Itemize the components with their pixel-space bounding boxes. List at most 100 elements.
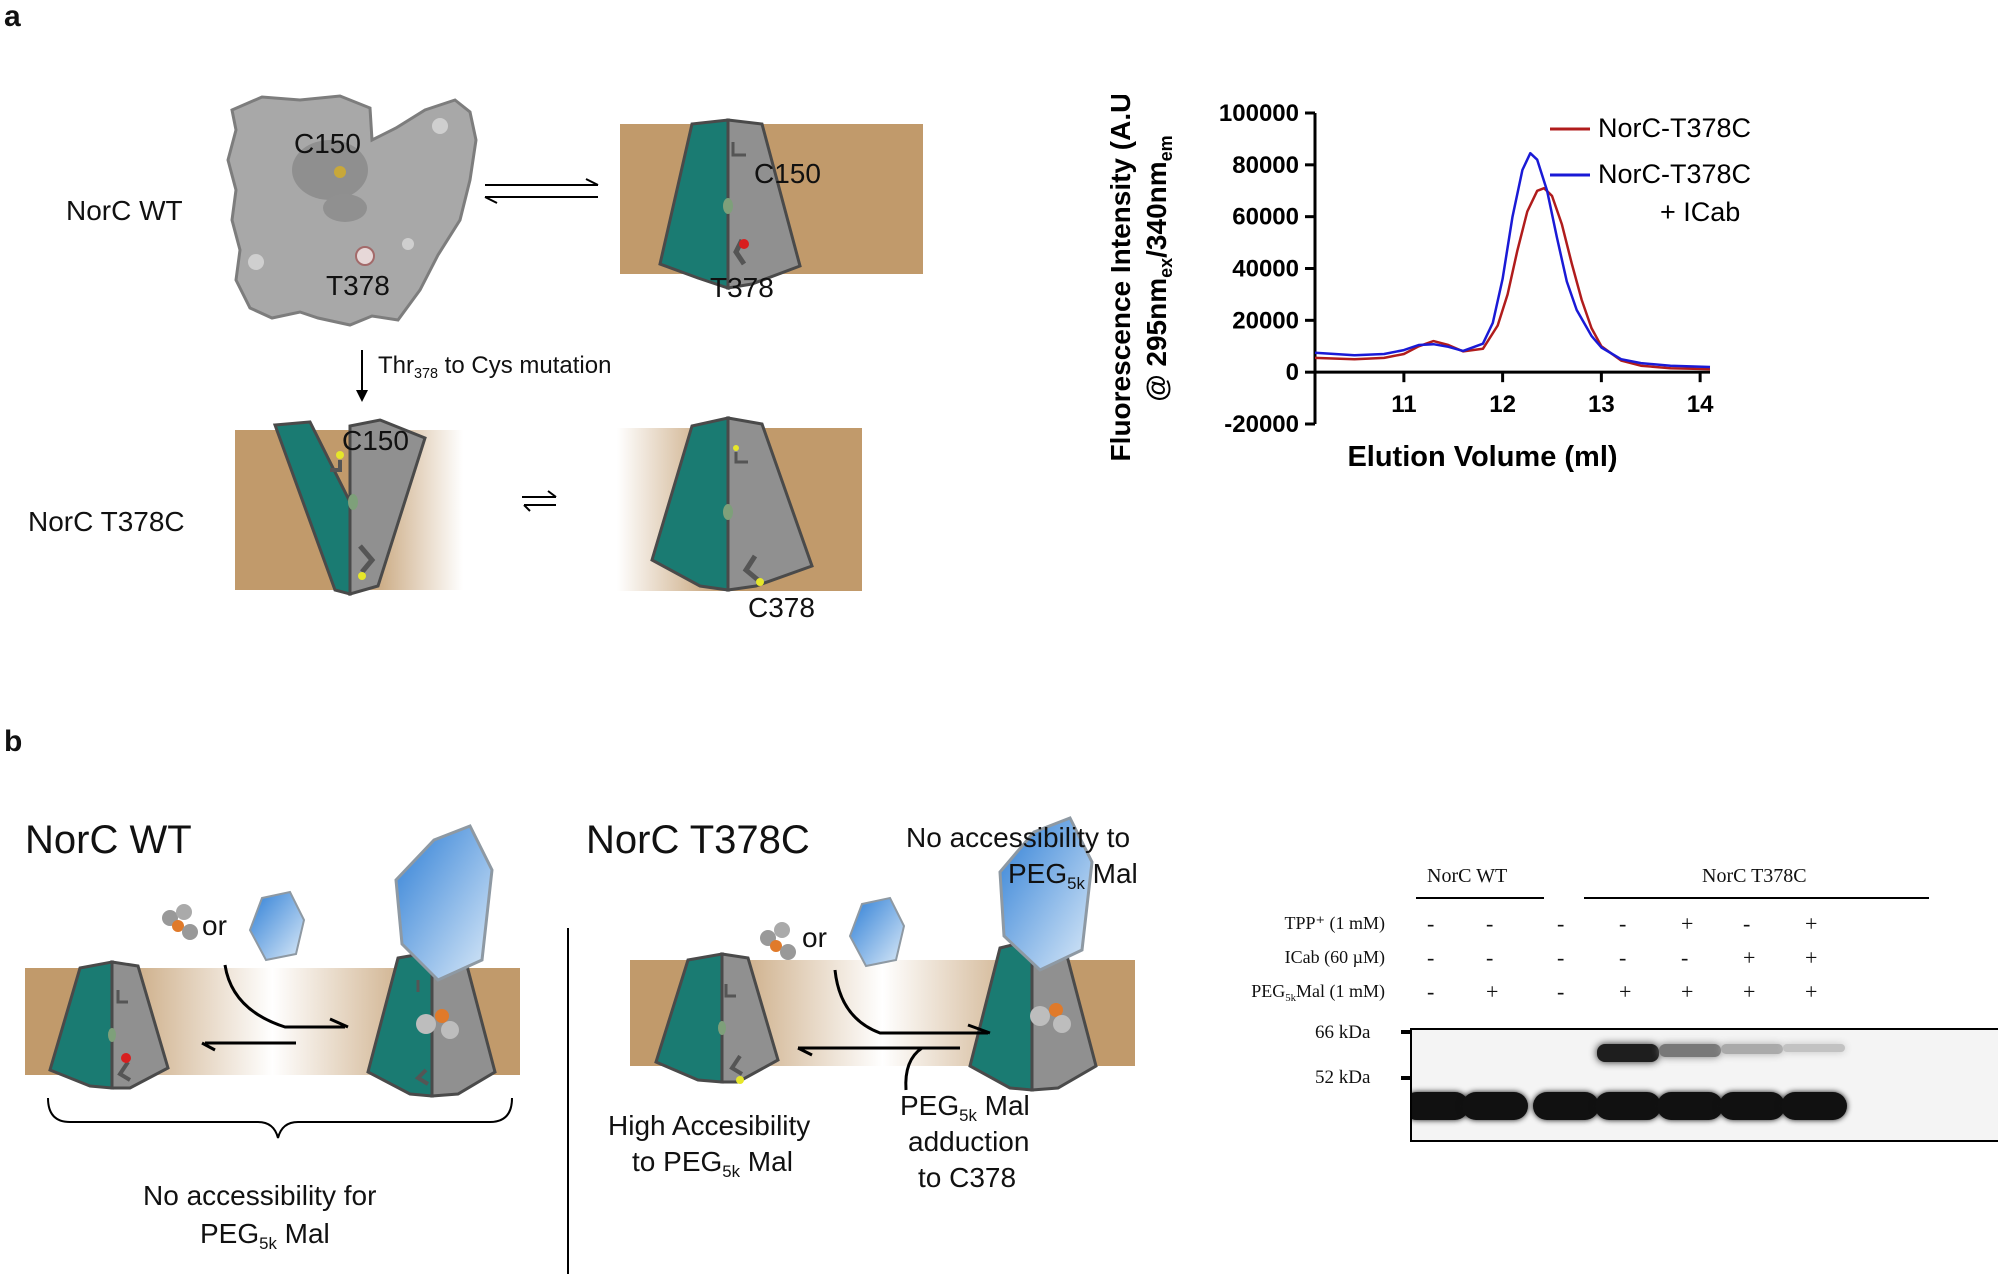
- y-tick-label: 40000: [1232, 256, 1299, 283]
- gel-band-lower: [1719, 1092, 1785, 1120]
- label-t378-top-right: T378: [710, 272, 774, 303]
- transporter-t378c-left: [235, 418, 463, 596]
- gel-band-upper: [1783, 1044, 1845, 1053]
- mutation-arrow: [356, 350, 368, 402]
- chart-axes: -20000 0 20000 40000 60000 80000 100000 11 12 13 1…: [1105, 95, 1714, 473]
- gel-sign: +: [1805, 979, 1818, 1004]
- icab-small-wt: [248, 890, 306, 962]
- label-norc-t378c: NorC T378C: [28, 506, 185, 537]
- surface-structure: [226, 94, 478, 327]
- gel-sign: +: [1681, 911, 1694, 936]
- label-mutation: Thr378 to Cys mutation: [378, 352, 612, 383]
- label-or-wt: or: [202, 910, 227, 941]
- title-norc-t378c: NorC T378C: [586, 818, 810, 862]
- marker-52-tick: [1401, 1076, 1413, 1080]
- gel-image: [1410, 1028, 1998, 1142]
- title-norc-wt: NorC WT: [25, 818, 192, 862]
- gel-band-upper: [1659, 1044, 1721, 1057]
- sec-chart: -20000 0 20000 40000 60000 80000 100000 11 12 13 1…: [1105, 95, 1750, 473]
- legend-label-1: NorC-T378C: [1598, 113, 1750, 143]
- y-axis-label-line1: Fluorescence Intensity (A.U.): [1105, 95, 1136, 461]
- gel-sign: +: [1743, 945, 1756, 970]
- y-axis-label-line2: @ 295nmex/340nmem: [1141, 135, 1176, 401]
- gel-band-upper: [1721, 1044, 1783, 1054]
- label-norc-wt: NorC WT: [66, 195, 183, 226]
- gel-band-upper: [1597, 1044, 1659, 1062]
- gel-sign: -: [1619, 911, 1627, 936]
- gel-sign: +: [1805, 945, 1818, 970]
- gel-row-label: PEG5kMal (1 mM): [1251, 981, 1385, 1004]
- gel-sign: -: [1427, 979, 1435, 1004]
- marker-66-tick: [1401, 1030, 1413, 1034]
- tpp-ligand-mut: [760, 922, 796, 960]
- gel-sign: +: [1805, 911, 1818, 936]
- gel-row-label: TPP⁺ (1 mM): [1284, 913, 1385, 933]
- text-to-peg: to PEG5k Mal: [632, 1146, 793, 1181]
- label-c150-top-right: C150: [754, 158, 821, 189]
- gel-band-lower: [1781, 1092, 1847, 1120]
- western-blot-panel: NorC WT NorC T378C TPP⁺ (1 mM) - - - - + - + ICa…: [1230, 855, 1998, 1155]
- text-no-access-for: No accessibility for: [143, 1180, 377, 1211]
- x-tick-label: 12: [1489, 391, 1516, 418]
- y-tick-label: -20000: [1224, 411, 1299, 438]
- equilibrium-mut: [797, 969, 991, 1091]
- text-no-access-to: No accessibility to: [906, 822, 1131, 853]
- label-c150-bottom: C150: [342, 425, 409, 456]
- chart-lines: [1314, 151, 1711, 371]
- gel-band-lower: [1462, 1092, 1528, 1120]
- panel-a-label: a: [4, 0, 21, 33]
- y-tick-label: 80000: [1232, 152, 1299, 179]
- transporter-top-right: [620, 118, 923, 291]
- legend-label-2: NorC-T378C: [1598, 159, 1750, 189]
- label-or-mut: or: [802, 922, 827, 953]
- equilibrium-wt: [201, 964, 349, 1052]
- equilibrium-arrows-bottom: [522, 490, 557, 512]
- text-to-c378: to C378: [918, 1162, 1017, 1193]
- gel-band-lower: [1533, 1092, 1599, 1120]
- label-t378-surface: T378: [326, 270, 390, 301]
- gel-sign: -: [1681, 945, 1689, 970]
- gel-sign: +: [1743, 979, 1756, 1004]
- equilibrium-arrows-top: [484, 178, 599, 204]
- gel-sign: -: [1619, 945, 1627, 970]
- y-tick-label: 100000: [1219, 100, 1299, 127]
- text-high-access: High Accesibility: [608, 1110, 811, 1141]
- gel-group-wt: NorC WT: [1427, 865, 1508, 887]
- x-axis-label: Elution Volume (ml): [1347, 441, 1617, 473]
- text-peg-adduction: PEG5k Mal: [900, 1090, 1030, 1125]
- gel-band-lower: [1595, 1092, 1661, 1120]
- text-peg-top: PEG5k Mal: [1008, 858, 1138, 893]
- x-tick-label: 14: [1687, 391, 1714, 418]
- gel-band-lower: [1412, 1092, 1469, 1120]
- gel-sign: -: [1486, 945, 1494, 970]
- label-c150-surface: C150: [294, 128, 361, 159]
- text-adduction: adduction: [908, 1126, 1030, 1157]
- gel-sign: -: [1557, 979, 1565, 1004]
- series-line-2: [1314, 151, 1711, 369]
- label-c378: C378: [748, 592, 815, 623]
- legend-label-2: + ICab: [1660, 197, 1740, 227]
- tpp-ligand-wt: [162, 904, 198, 940]
- marker-52: 52 kDa: [1315, 1067, 1371, 1088]
- transporter-c378-right: [617, 416, 862, 592]
- gel-sign: -: [1557, 945, 1565, 970]
- gel-sign: -: [1743, 911, 1751, 936]
- gel-sign: -: [1557, 911, 1565, 936]
- gel-group-mut: NorC T378C: [1702, 865, 1807, 887]
- panel-b-label: b: [4, 725, 23, 758]
- gel-sign: -: [1486, 911, 1494, 936]
- gel-sign: +: [1619, 979, 1632, 1004]
- icab-small-mut: [848, 896, 906, 968]
- gel-sign: -: [1427, 945, 1435, 970]
- gel-group-mut-line: [1584, 897, 1929, 899]
- y-tick-label: 0: [1286, 359, 1299, 386]
- x-tick-label: 11: [1391, 391, 1416, 418]
- scheme-wt: [25, 824, 520, 1139]
- gel-sign: -: [1427, 911, 1435, 936]
- y-tick-label: 20000: [1232, 307, 1299, 334]
- marker-66: 66 kDa: [1315, 1022, 1371, 1043]
- gel-group-wt-line: [1416, 897, 1544, 899]
- gel-sign: +: [1681, 979, 1694, 1004]
